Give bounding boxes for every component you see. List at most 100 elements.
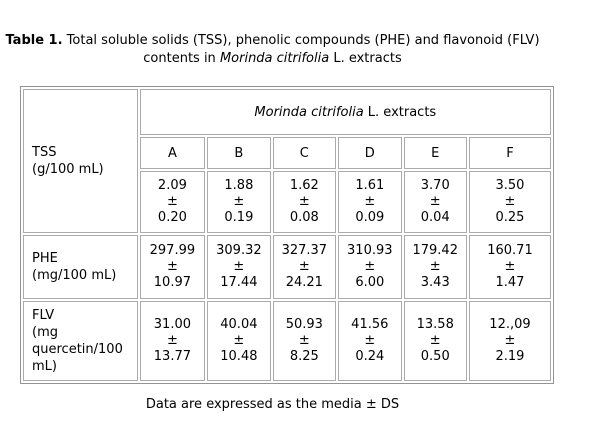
caption-table-number: Table 1. [5, 33, 63, 48]
column-header-e: E [403, 137, 467, 169]
value-sd: 10.97 [153, 275, 191, 290]
plus-minus-sign: ± [364, 194, 376, 209]
table-row-phe: PHE (mg/100 mL) 297.99 ± 10.97 309.32 ± … [23, 235, 551, 299]
cell-flv-d: 41.56 ± 0.24 [338, 301, 402, 381]
value-mean: 1.61 [355, 178, 385, 193]
row-label-phe: PHE (mg/100 mL) [23, 235, 138, 299]
value-mean: 327.37 [281, 243, 328, 258]
table-row-tss: 2.09 ± 0.20 1.88 ± 0.19 1.62 ± 0.08 [23, 171, 551, 233]
cell-phe-b: 309.32 ± 17.44 [207, 235, 271, 299]
value-mean: 297.99 [149, 243, 196, 258]
cell-flv-b: 40.04 ± 10.48 [207, 301, 271, 381]
caption-text-1: Total soluble solids (TSS), phenolic com… [62, 33, 540, 48]
value-sd: 0.50 [420, 349, 450, 364]
value-sd: 1.47 [495, 275, 525, 290]
results-table: TSS (g/100 mL) Morinda citrifolia L. ext… [20, 86, 554, 384]
cell-tss-a: 2.09 ± 0.20 [139, 171, 206, 233]
value-sd: 0.09 [355, 210, 385, 225]
row-label-flv: FLV (mg quercetin/100 mL) [23, 301, 138, 381]
plus-minus-sign: ± [166, 259, 178, 274]
cell-tss-d: 1.61 ± 0.09 [338, 171, 402, 233]
caption-text-2: contents in [143, 51, 220, 66]
column-header-b: B [207, 137, 271, 169]
page: Table 1. Total soluble solids (TSS), phe… [0, 32, 554, 412]
plus-minus-sign: ± [233, 194, 245, 209]
value-mean: 13.58 [416, 317, 454, 332]
plus-minus-sign: ± [364, 333, 376, 348]
value-mean: 3.50 [495, 178, 525, 193]
value-mean: 179.42 [412, 243, 458, 258]
value-sd: 24.21 [285, 275, 323, 290]
value-sd: 2.19 [495, 349, 525, 364]
table-footnote: Data are expressed as the media ± DS [145, 397, 400, 412]
table-caption: Table 1. Total soluble solids (TSS), phe… [0, 32, 545, 68]
value-mean: 1.88 [224, 178, 254, 193]
cell-flv-c: 50.93 ± 8.25 [272, 301, 337, 381]
column-header-c: C [272, 137, 337, 169]
value-sd: 8.25 [289, 349, 319, 364]
value-sd: 6.00 [355, 275, 385, 290]
plus-minus-sign: ± [504, 259, 516, 274]
cell-phe-c: 327.37 ± 24.21 [272, 235, 337, 299]
cell-tss-b: 1.88 ± 0.19 [207, 171, 271, 233]
group-header-rest: L. extracts [363, 104, 437, 120]
row-label-tss: TSS (g/100 mL) [23, 89, 138, 233]
content-area: Table 1. Total soluble solids (TSS), phe… [0, 32, 554, 412]
plus-minus-sign: ± [233, 333, 245, 348]
plus-minus-sign: ± [429, 333, 441, 348]
value-mean: 310.93 [347, 243, 393, 258]
value-sd: 0.08 [289, 210, 319, 225]
cell-flv-f: 12.,09 ± 2.19 [468, 301, 551, 381]
column-header-row: A B C D E F [23, 137, 551, 169]
cell-flv-e: 13.58 ± 0.50 [403, 301, 467, 381]
table-row-flv: FLV (mg quercetin/100 mL) 31.00 ± 13.77 … [23, 301, 551, 381]
group-header-row: TSS (g/100 mL) Morinda citrifolia L. ext… [23, 89, 551, 233]
plus-minus-sign: ± [504, 333, 516, 348]
caption-line-2: contents in Morinda citrifolia L. extrac… [0, 50, 545, 68]
value-mean: 50.93 [285, 317, 323, 332]
group-header-cell: Morinda citrifolia L. extracts [139, 89, 551, 135]
value-sd: 0.04 [420, 210, 450, 225]
cell-phe-e: 179.42 ± 3.43 [403, 235, 467, 299]
plus-minus-sign: ± [298, 194, 310, 209]
plus-minus-sign: ± [298, 259, 310, 274]
cell-phe-a: 297.99 ± 10.97 [139, 235, 206, 299]
value-mean: 1.62 [289, 178, 319, 193]
cell-tss-f: 3.50 ± 0.25 [468, 171, 551, 233]
value-mean: 31.00 [153, 317, 191, 332]
value-sd: 0.19 [224, 210, 254, 225]
group-header-species: Morinda citrifolia [254, 104, 364, 120]
cell-tss-e: 3.70 ± 0.04 [403, 171, 467, 233]
plus-minus-sign: ± [504, 194, 516, 209]
column-header-a: A [139, 137, 206, 169]
plus-minus-sign: ± [364, 259, 376, 274]
value-sd: 3.43 [420, 275, 450, 290]
value-mean: 160.71 [487, 243, 533, 258]
plus-minus-sign: ± [429, 194, 441, 209]
cell-phe-d: 310.93 ± 6.00 [338, 235, 402, 299]
value-sd: 0.25 [495, 210, 525, 225]
caption-line-1: Table 1. Total soluble solids (TSS), phe… [0, 32, 545, 50]
plus-minus-sign: ± [233, 259, 245, 274]
column-header-d: D [338, 137, 402, 169]
value-mean: 40.04 [220, 317, 258, 332]
plus-minus-sign: ± [429, 259, 441, 274]
value-mean: 2.09 [157, 178, 187, 193]
value-mean: 41.56 [351, 317, 389, 332]
value-sd: 10.48 [220, 349, 258, 364]
plus-minus-sign: ± [166, 333, 178, 348]
cell-flv-a: 31.00 ± 13.77 [139, 301, 206, 381]
caption-text-3: L. extracts [329, 51, 402, 66]
value-mean: 309.32 [216, 243, 262, 258]
column-header-f: F [468, 137, 551, 169]
value-sd: 13.77 [153, 349, 191, 364]
value-mean: 12.,09 [489, 317, 531, 332]
value-sd: 0.20 [157, 210, 187, 225]
value-mean: 3.70 [420, 178, 450, 193]
plus-minus-sign: ± [166, 194, 178, 209]
cell-tss-c: 1.62 ± 0.08 [272, 171, 337, 233]
cell-phe-f: 160.71 ± 1.47 [468, 235, 551, 299]
value-sd: 17.44 [220, 275, 258, 290]
value-sd: 0.24 [355, 349, 385, 364]
plus-minus-sign: ± [298, 333, 310, 348]
